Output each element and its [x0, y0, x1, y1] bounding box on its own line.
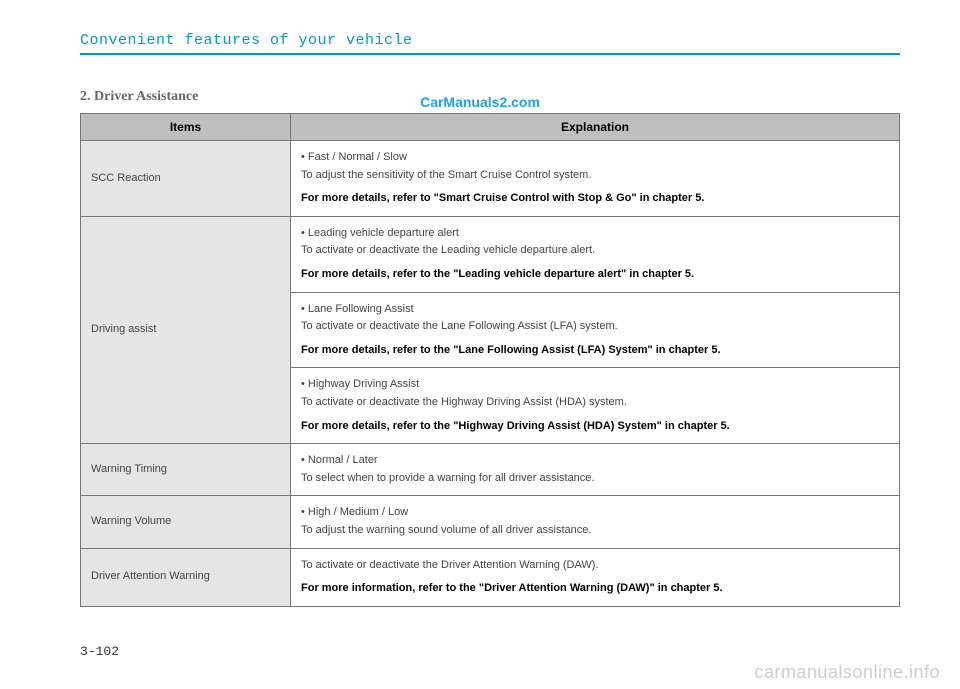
- explanation-cell: • Highway Driving Assist To activate or …: [291, 368, 900, 444]
- detail-text: For more details, refer to the "Lane Fol…: [301, 342, 889, 360]
- detail-text: For more details, refer to the "Leading …: [301, 266, 889, 284]
- header-rule: [80, 53, 900, 55]
- item-cell: Driving assist: [81, 216, 291, 443]
- page-container: Convenient features of your vehicle CarM…: [0, 0, 960, 607]
- desc-text: To activate or deactivate the Driver Att…: [301, 557, 889, 575]
- driver-assistance-table: Items Explanation SCC Reaction • Fast / …: [80, 113, 900, 607]
- bullet-text: • Leading vehicle departure alert: [301, 225, 889, 243]
- item-cell: Driver Attention Warning: [81, 548, 291, 606]
- table-row: Driving assist • Leading vehicle departu…: [81, 216, 900, 292]
- bullet-text: • Normal / Later: [301, 452, 889, 470]
- item-cell: Warning Volume: [81, 496, 291, 548]
- desc-text: To adjust the sensitivity of the Smart C…: [301, 167, 889, 185]
- watermark-top: CarManuals2.com: [420, 94, 540, 110]
- bullet-text: • Lane Following Assist: [301, 301, 889, 319]
- explanation-cell: • Lane Following Assist To activate or d…: [291, 292, 900, 368]
- table-row: Driver Attention Warning To activate or …: [81, 548, 900, 606]
- desc-text: To activate or deactivate the Highway Dr…: [301, 394, 889, 412]
- table-row: SCC Reaction • Fast / Normal / Slow To a…: [81, 141, 900, 217]
- col-items: Items: [81, 114, 291, 141]
- bullet-text: • High / Medium / Low: [301, 504, 889, 522]
- bullet-text: • Highway Driving Assist: [301, 376, 889, 394]
- desc-text: To activate or deactivate the Leading ve…: [301, 242, 889, 260]
- explanation-cell: • Fast / Normal / Slow To adjust the sen…: [291, 141, 900, 217]
- desc-text: To select when to provide a warning for …: [301, 470, 889, 488]
- desc-text: To activate or deactivate the Lane Follo…: [301, 318, 889, 336]
- page-number: 3-102: [80, 644, 119, 659]
- explanation-cell: • Normal / Later To select when to provi…: [291, 444, 900, 496]
- item-cell: SCC Reaction: [81, 141, 291, 217]
- explanation-cell: • High / Medium / Low To adjust the warn…: [291, 496, 900, 548]
- col-explanation: Explanation: [291, 114, 900, 141]
- watermark-bottom: carmanualsonline.info: [754, 662, 940, 683]
- explanation-cell: To activate or deactivate the Driver Att…: [291, 548, 900, 606]
- item-cell: Warning Timing: [81, 444, 291, 496]
- table-row: Warning Volume • High / Medium / Low To …: [81, 496, 900, 548]
- detail-text: For more information, refer to the "Driv…: [301, 580, 889, 598]
- bullet-text: • Fast / Normal / Slow: [301, 149, 889, 167]
- detail-text: For more details, refer to the "Highway …: [301, 418, 889, 436]
- desc-text: To adjust the warning sound volume of al…: [301, 522, 889, 540]
- explanation-cell: • Leading vehicle departure alert To act…: [291, 216, 900, 292]
- table-row: Warning Timing • Normal / Later To selec…: [81, 444, 900, 496]
- table-header-row: Items Explanation: [81, 114, 900, 141]
- chapter-header: Convenient features of your vehicle: [80, 32, 900, 53]
- detail-text: For more details, refer to "Smart Cruise…: [301, 190, 889, 208]
